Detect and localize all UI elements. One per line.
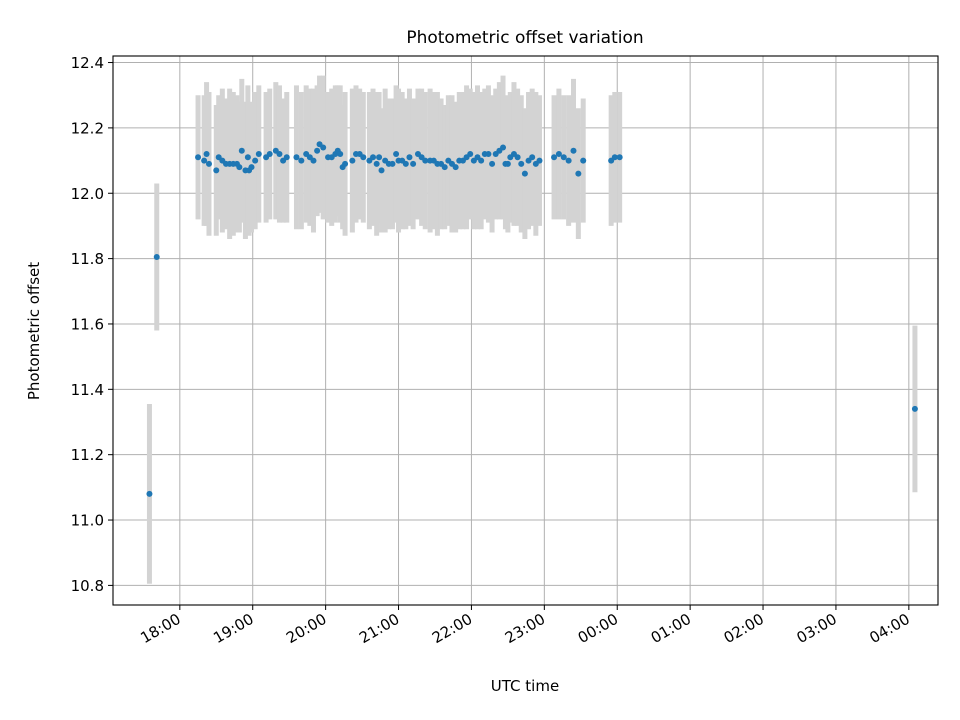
y-tick-label: 11.2 [71,446,104,464]
data-point [467,151,474,158]
data-point [370,154,377,161]
data-point [205,160,212,167]
data-point [911,405,918,412]
chart-title: Photometric offset variation [406,28,643,48]
data-point [529,154,536,161]
data-point [518,160,525,167]
plot-area-frame [112,55,939,606]
data-point [570,147,577,154]
y-tick-label: 12.4 [71,54,104,72]
data-point [146,490,153,497]
data-point [478,157,485,164]
data-points [146,141,918,497]
data-point [406,154,413,161]
y-tick-label: 11.6 [71,315,104,333]
data-point [360,154,367,161]
y-tick-label: 10.8 [71,577,104,595]
data-point [389,160,396,167]
data-point [153,253,160,260]
data-point [536,157,543,164]
data-point [565,157,572,164]
data-point [342,160,349,167]
data-point [195,154,202,161]
data-point [298,157,305,164]
data-point [320,144,327,151]
data-point [238,147,245,154]
data-point [575,170,582,177]
data-point [452,164,459,171]
data-point [236,164,243,171]
data-point [402,160,409,167]
data-point [252,157,259,164]
data-point [504,160,511,167]
data-point [514,154,521,161]
data-point [314,147,321,154]
y-axis-ticks: 10.8 11.0 11.2 11.4 11.6 11.8 12.0 12.2 12.4 [71,54,113,595]
data-point [521,170,528,177]
data-point [373,160,380,167]
data-point [500,144,507,151]
data-point [393,151,400,158]
data-point [310,157,317,164]
data-point [276,151,283,158]
data-point [489,160,496,167]
data-point [376,154,383,161]
data-point [422,157,429,164]
data-point [441,164,448,171]
data-point [551,154,558,161]
y-axis-label: Photometric offset [25,262,43,400]
y-tick-label: 12.0 [71,185,104,203]
data-point [485,151,492,158]
data-point [293,154,300,161]
data-point [580,157,587,164]
data-point [201,157,208,164]
data-point [337,151,344,158]
data-point [203,151,210,158]
data-point [266,151,273,158]
data-point [349,157,356,164]
y-tick-label: 11.0 [71,512,104,530]
data-point [410,160,417,167]
data-point [283,154,290,161]
data-point [378,167,385,174]
data-point [213,167,220,174]
data-point [611,154,618,161]
data-point [560,154,567,161]
data-point [555,151,562,158]
data-point [248,164,255,171]
y-tick-label: 11.4 [71,381,104,399]
x-axis-label: UTC time [491,677,559,695]
data-point [244,154,251,161]
y-tick-label: 11.8 [71,250,104,268]
data-point [255,151,262,158]
data-point [616,154,623,161]
y-tick-label: 12.2 [71,119,104,137]
